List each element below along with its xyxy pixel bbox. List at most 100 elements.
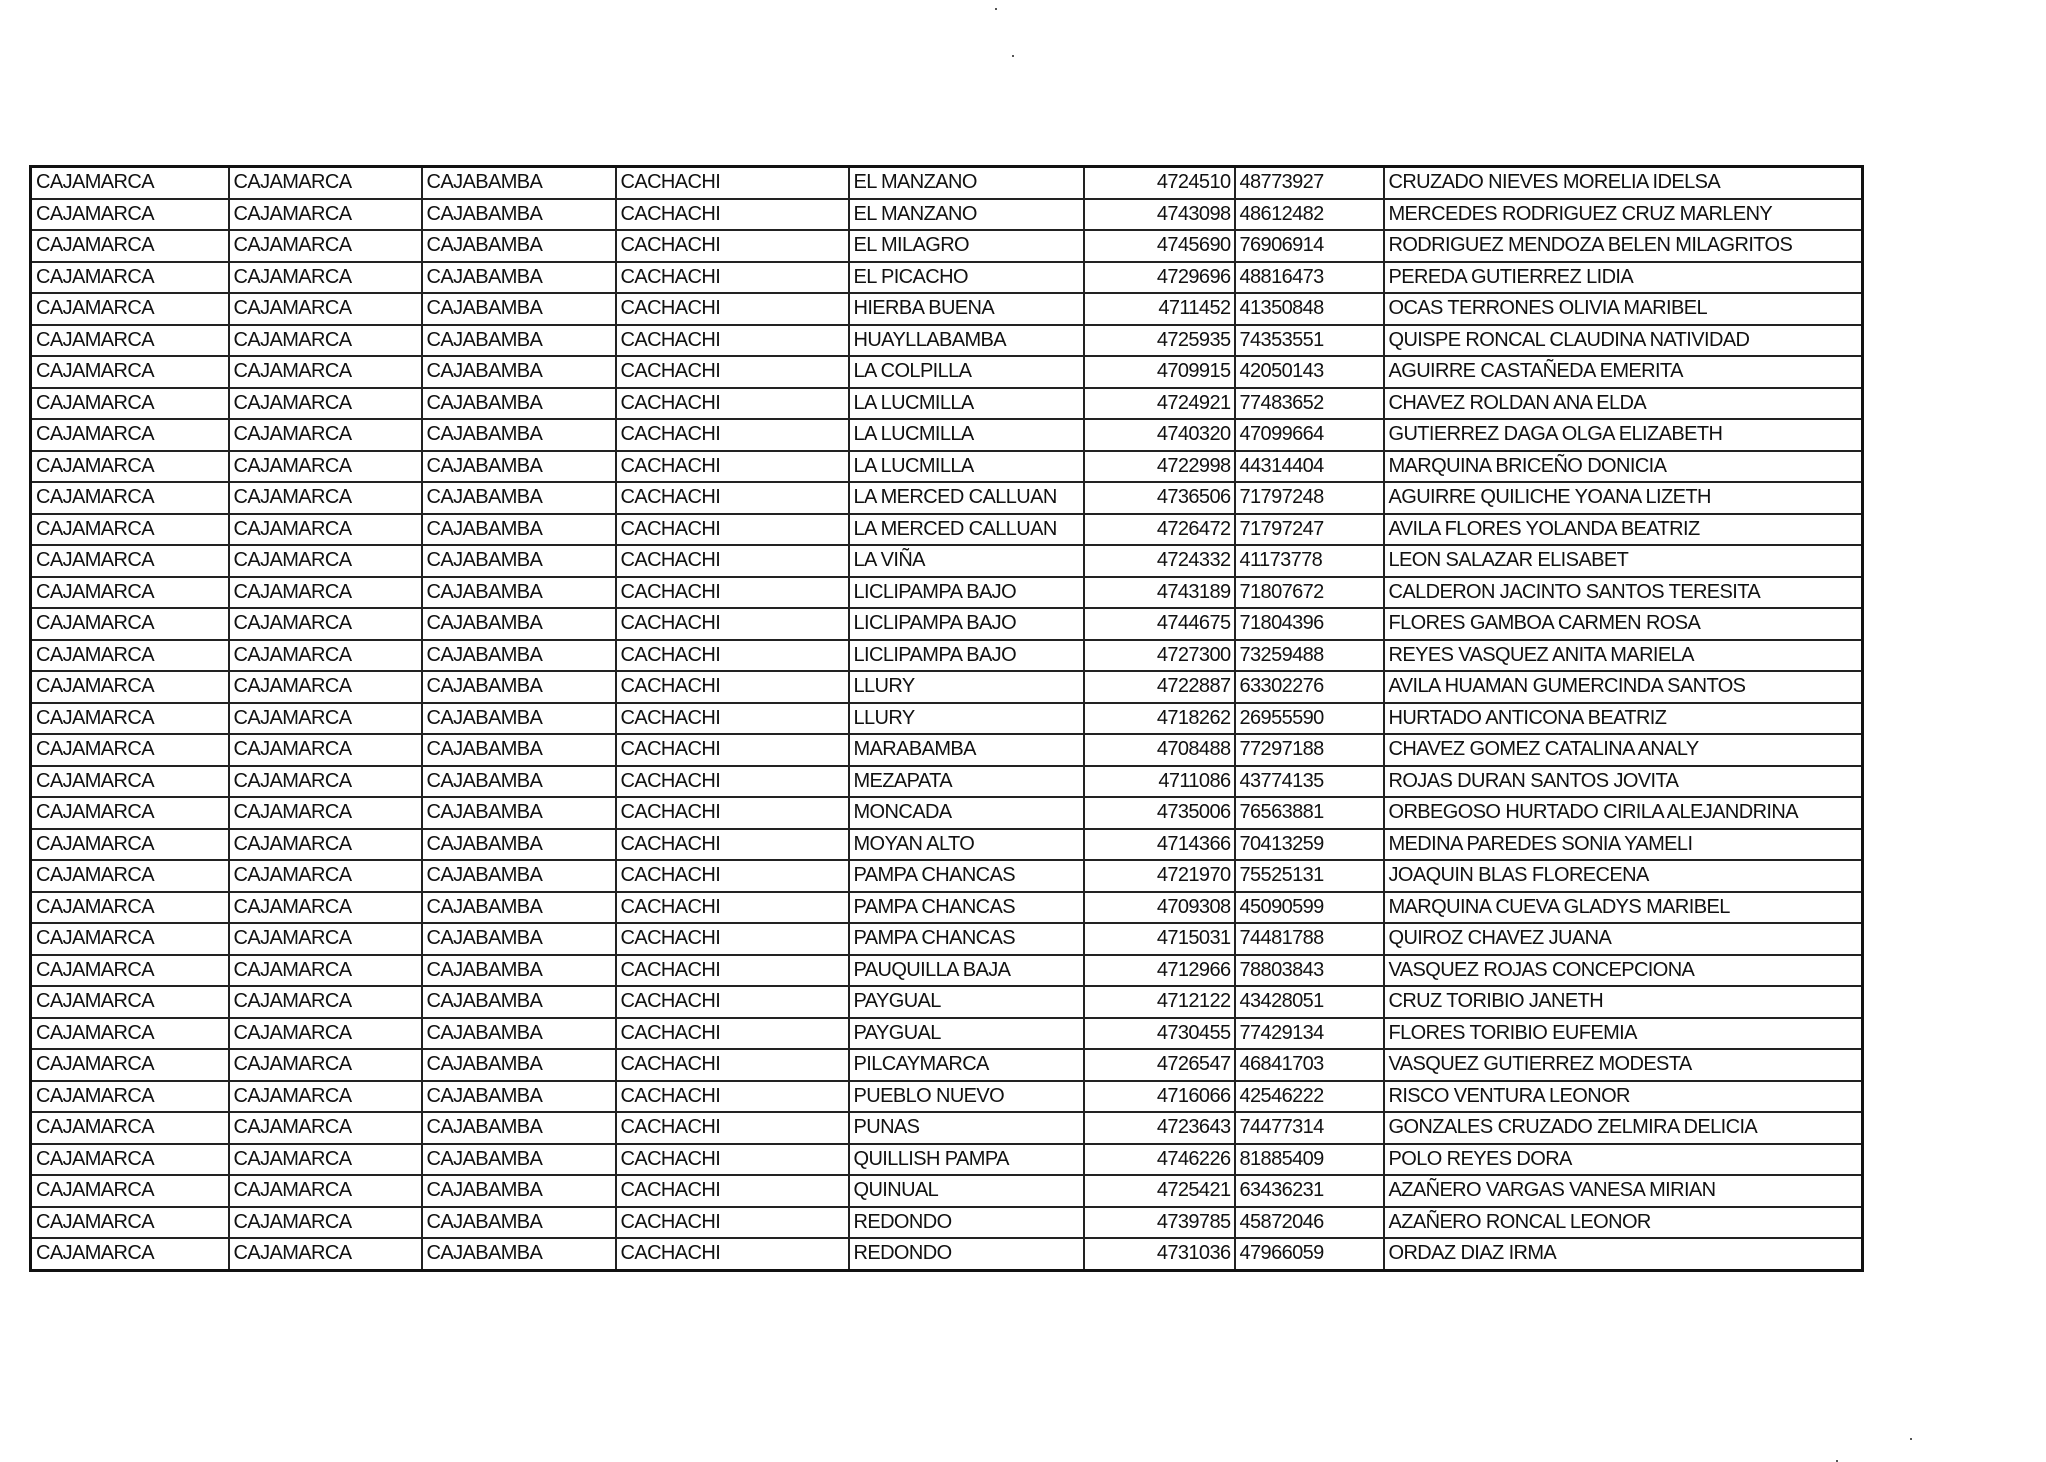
cell-code: 4714366 [1082,827,1236,861]
cell-locality: LICLIPAMPA BAJO [847,575,1085,609]
cell-district-sub: CACHACHI [614,355,850,389]
table-row: CAJAMARCA CAJAMARCA CAJABAMBA CACHACHI LA ME… [29,481,1864,515]
cell-locality: LA LUCMILLA [847,386,1085,420]
cell-dni: 78803843 [1233,953,1385,987]
cell-full-name: GUTIERREZ DAGA OLGA ELIZABETH [1382,418,1864,452]
cell-province: CAJAMARCA [227,638,423,672]
cell-code: 4725935 [1082,323,1236,357]
cell-district: CAJABAMBA [420,890,617,924]
cell-dni: 42546222 [1233,1079,1385,1113]
cell-locality: REDONDO [847,1205,1085,1239]
cell-district: CAJABAMBA [420,701,617,735]
cell-district-sub: CACHACHI [614,985,850,1019]
table-row: CAJAMARCA CAJAMARCA CAJABAMBA CACHACHI LA VI… [29,544,1864,578]
cell-dni: 48773927 [1233,165,1385,200]
cell-district: CAJABAMBA [420,1205,617,1239]
cell-dni: 81885409 [1233,1142,1385,1176]
cell-dni: 75525131 [1233,859,1385,893]
cell-province: CAJAMARCA [227,197,423,231]
cell-code: 4712966 [1082,953,1236,987]
cell-code: 4715031 [1082,922,1236,956]
cell-locality: REDONDO [847,1237,1085,1271]
cell-district-sub: CACHACHI [614,953,850,987]
cell-code: 4712122 [1082,985,1236,1019]
cell-dni: 48816473 [1233,260,1385,294]
cell-district: CAJABAMBA [420,796,617,830]
cell-full-name: AGUIRRE QUILICHE YOANA LIZETH [1382,481,1864,515]
cell-full-name: AGUIRRE CASTAÑEDA EMERITA [1382,355,1864,389]
cell-department: CAJAMARCA [29,796,230,830]
cell-district: CAJABAMBA [420,733,617,767]
cell-department: CAJAMARCA [29,607,230,641]
table-body: CAJAMARCA CAJAMARCA CAJABAMBA CACHACHI EL MA… [29,165,1864,1271]
cell-full-name: CHAVEZ ROLDAN ANA ELDA [1382,386,1864,420]
cell-full-name: QUISPE RONCAL CLAUDINA NATIVIDAD [1382,323,1864,357]
table-row: CAJAMARCA CAJAMARCA CAJABAMBA CACHACHI PAUQU… [29,953,1864,987]
cell-full-name: AZAÑERO VARGAS VANESA MIRIAN [1382,1174,1864,1208]
cell-dni: 41350848 [1233,292,1385,326]
cell-locality: LA MERCED CALLUAN [847,512,1085,546]
cell-locality: EL MANZANO [847,197,1085,231]
cell-district: CAJABAMBA [420,1142,617,1176]
table-row: CAJAMARCA CAJAMARCA CAJABAMBA CACHACHI REDON… [29,1205,1864,1239]
cell-district: CAJABAMBA [420,859,617,893]
cell-district-sub: CACHACHI [614,1174,850,1208]
cell-district-sub: CACHACHI [614,638,850,672]
cell-locality: MEZAPATA [847,764,1085,798]
cell-department: CAJAMARCA [29,1174,230,1208]
cell-department: CAJAMARCA [29,292,230,326]
cell-province: CAJAMARCA [227,1237,423,1271]
cell-district: CAJABAMBA [420,481,617,515]
cell-locality: QUINUAL [847,1174,1085,1208]
cell-full-name: RODRIGUEZ MENDOZA BELEN MILAGRITOS [1382,229,1864,263]
cell-code: 4709915 [1082,355,1236,389]
cell-code: 4740320 [1082,418,1236,452]
cell-full-name: JOAQUIN BLAS FLORECENA [1382,859,1864,893]
cell-locality: LA COLPILLA [847,355,1085,389]
cell-district-sub: CACHACHI [614,1079,850,1113]
cell-full-name: FLORES GAMBOA CARMEN ROSA [1382,607,1864,641]
table-row: CAJAMARCA CAJAMARCA CAJABAMBA CACHACHI MONCA… [29,796,1864,830]
cell-locality: LA LUCMILLA [847,449,1085,483]
cell-district-sub: CACHACHI [614,890,850,924]
cell-province: CAJAMARCA [227,323,423,357]
cell-locality: PAMPA CHANCAS [847,859,1085,893]
table-row: CAJAMARCA CAJAMARCA CAJABAMBA CACHACHI MOYAN… [29,827,1864,861]
cell-district: CAJABAMBA [420,638,617,672]
cell-full-name: MARQUINA CUEVA GLADYS MARIBEL [1382,890,1864,924]
cell-code: 4722887 [1082,670,1236,704]
table-row: CAJAMARCA CAJAMARCA CAJABAMBA CACHACHI HUAYL… [29,323,1864,357]
cell-department: CAJAMARCA [29,575,230,609]
cell-province: CAJAMARCA [227,292,423,326]
cell-province: CAJAMARCA [227,165,423,200]
cell-full-name: MERCEDES RODRIGUEZ CRUZ MARLENY [1382,197,1864,231]
cell-district-sub: CACHACHI [614,827,850,861]
cell-department: CAJAMARCA [29,859,230,893]
cell-code: 4729696 [1082,260,1236,294]
cell-code: 4743098 [1082,197,1236,231]
cell-district-sub: CACHACHI [614,197,850,231]
table-row: CAJAMARCA CAJAMARCA CAJABAMBA CACHACHI PAMPA… [29,890,1864,924]
cell-code: 4730455 [1082,1016,1236,1050]
table-row: CAJAMARCA CAJAMARCA CAJABAMBA CACHACHI PILCA… [29,1048,1864,1082]
cell-district: CAJABAMBA [420,922,617,956]
cell-department: CAJAMARCA [29,229,230,263]
cell-code: 4723643 [1082,1111,1236,1145]
table-row: CAJAMARCA CAJAMARCA CAJABAMBA CACHACHI MEZAP… [29,764,1864,798]
cell-code: 4731036 [1082,1237,1236,1271]
cell-district: CAJABAMBA [420,1016,617,1050]
table-row: CAJAMARCA CAJAMARCA CAJABAMBA CACHACHI LA CO… [29,355,1864,389]
table-row: CAJAMARCA CAJAMARCA CAJABAMBA CACHACHI PAMPA… [29,922,1864,956]
cell-department: CAJAMARCA [29,701,230,735]
cell-department: CAJAMARCA [29,827,230,861]
cell-locality: MONCADA [847,796,1085,830]
cell-code: 4716066 [1082,1079,1236,1113]
cell-code: 4718262 [1082,701,1236,735]
cell-dni: 74353551 [1233,323,1385,357]
table-row: CAJAMARCA CAJAMARCA CAJABAMBA CACHACHI LA LU… [29,449,1864,483]
cell-district-sub: CACHACHI [614,1048,850,1082]
cell-code: 4724921 [1082,386,1236,420]
cell-province: CAJAMARCA [227,859,423,893]
cell-locality: PAMPA CHANCAS [847,890,1085,924]
cell-dni: 77297188 [1233,733,1385,767]
